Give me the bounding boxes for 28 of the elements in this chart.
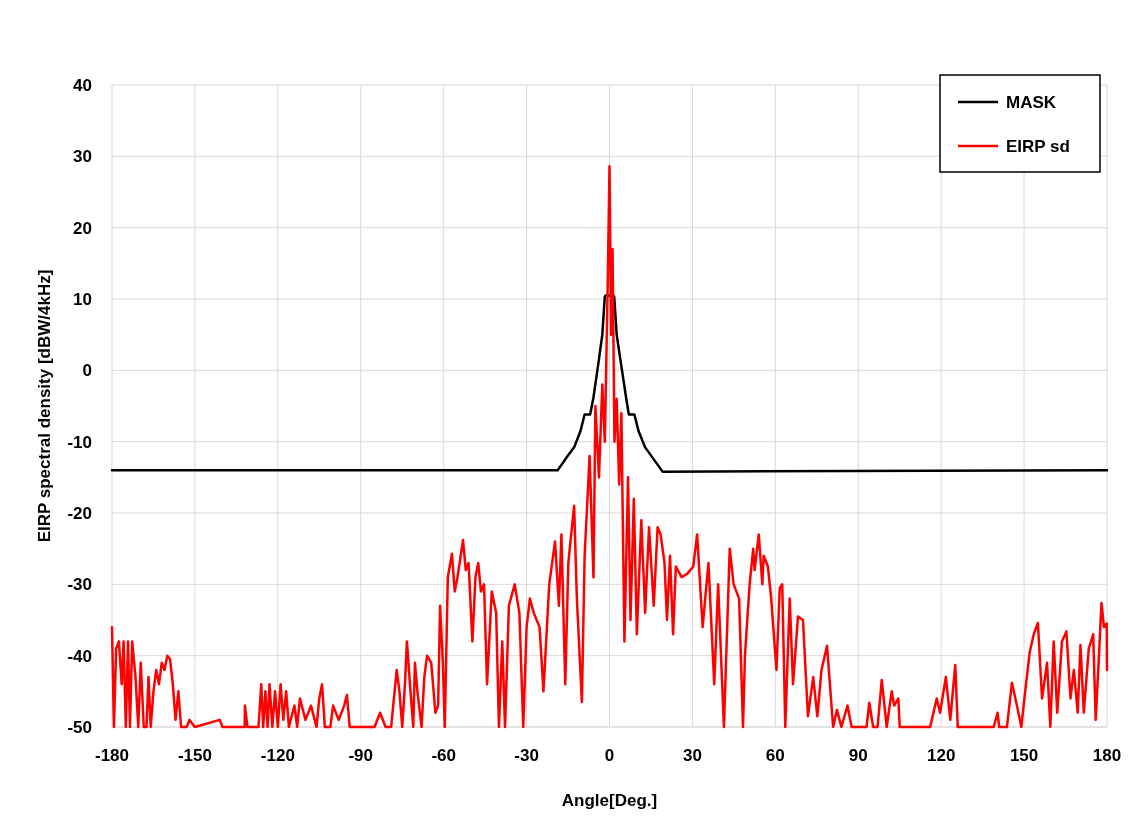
x-tick-label: -30	[514, 746, 539, 765]
legend-label: MASK	[1006, 93, 1057, 112]
y-tick-label: 40	[73, 76, 92, 95]
x-tick-label: 180	[1092, 746, 1122, 765]
x-tick-label: 120	[926, 746, 956, 765]
y-tick-label: -30	[67, 575, 92, 595]
x-tick-label: -150	[177, 746, 212, 765]
y-axis-title: EIRP spectral density [dBW/4kHz]	[35, 269, 54, 543]
x-tick-label: 60	[765, 746, 785, 765]
x-tick-label: -180	[94, 746, 130, 765]
line-series	[110, 294, 1109, 473]
legend-label: EIRP sd	[1006, 137, 1070, 156]
y-tick-label: -50	[67, 718, 92, 737]
x-tick-label: -60	[431, 746, 456, 765]
y-tick-label: 0	[82, 361, 92, 381]
x-tick-label: -90	[348, 746, 374, 765]
x-tick-label: -120	[260, 746, 295, 765]
y-tick-label: -40	[67, 646, 92, 666]
y-tick-label: 20	[73, 218, 92, 238]
x-tick-label: 150	[1009, 746, 1039, 765]
y-tick-label: 30	[73, 147, 92, 167]
y-tick-label: -10	[67, 432, 92, 452]
x-tick-label: 90	[848, 746, 868, 765]
y-tick-label: 10	[73, 290, 92, 309]
x-tick-label: 0	[604, 746, 615, 765]
x-tick-label: 30	[682, 746, 702, 765]
x-axis-title: Angle[Deg.]	[561, 791, 658, 810]
y-tick-label: -20	[67, 504, 92, 523]
